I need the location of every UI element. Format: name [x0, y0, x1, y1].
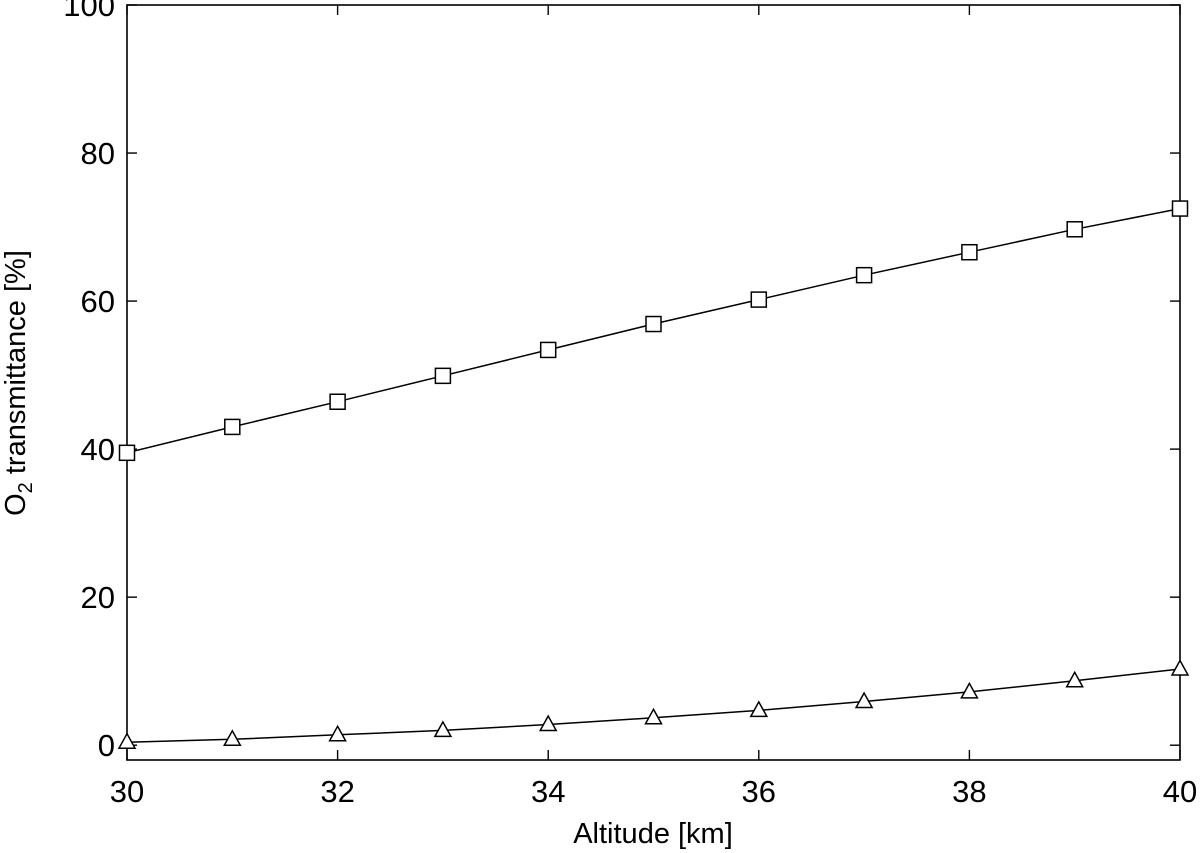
data-point-square	[329, 393, 346, 410]
y-tick-labels: 0 20 40 60 80 100	[63, 0, 115, 763]
x-tick-label: 32	[320, 774, 354, 809]
data-point-square	[645, 315, 662, 333]
series-square	[118, 200, 1189, 462]
y-tick-label: 100	[63, 0, 115, 23]
data-point-square	[1171, 200, 1189, 217]
data-point-triangle	[749, 700, 769, 718]
data-point-triangle	[328, 724, 347, 742]
x-axis-label: Altitude [km]	[573, 818, 733, 850]
y-axis-label-subscript: 2	[15, 482, 37, 493]
series-line	[126, 668, 1181, 743]
data-point-square	[118, 444, 136, 462]
data-point-square	[1066, 221, 1083, 238]
x-tick-label: 40	[1163, 774, 1197, 809]
y-axis-label-suffix: transmittance [%]	[0, 250, 32, 482]
y-tick-label: 60	[81, 284, 115, 319]
data-point-square	[224, 418, 241, 436]
data-point-square	[434, 367, 452, 385]
plot-frame	[126, 4, 1181, 761]
ticks	[126, 4, 1181, 760]
data-point-triangle	[538, 714, 558, 732]
x-tick-label: 30	[110, 774, 144, 809]
y-axis-label: O2 transmittance [%]	[0, 250, 37, 516]
x-tick-label: 36	[742, 774, 776, 809]
y-axis-label-prefix: O	[0, 493, 32, 516]
x-tick-label: 38	[952, 774, 986, 809]
data-point-square	[750, 291, 768, 308]
data-point-triangle	[223, 729, 242, 747]
y-tick-label: 20	[81, 580, 115, 615]
data-point-triangle	[1065, 670, 1084, 688]
data-point-triangle	[644, 707, 663, 725]
x-tick-label: 34	[531, 774, 565, 809]
data-point-triangle	[1170, 658, 1190, 676]
y-tick-label: 40	[81, 432, 115, 467]
data-point-square	[961, 243, 978, 261]
data-point-square	[539, 341, 557, 359]
y-tick-label: 80	[81, 136, 115, 171]
data-point-square	[855, 266, 873, 284]
data-point-triangle	[854, 691, 874, 709]
series-layer	[117, 200, 1190, 749]
y-tick-label: 0	[98, 728, 115, 763]
data-point-triangle	[117, 732, 137, 749]
series-triangle	[117, 658, 1190, 749]
data-point-triangle	[960, 681, 979, 699]
data-point-triangle	[433, 720, 453, 738]
x-tick-labels: 30 32 34 36 38 40	[110, 774, 1197, 809]
